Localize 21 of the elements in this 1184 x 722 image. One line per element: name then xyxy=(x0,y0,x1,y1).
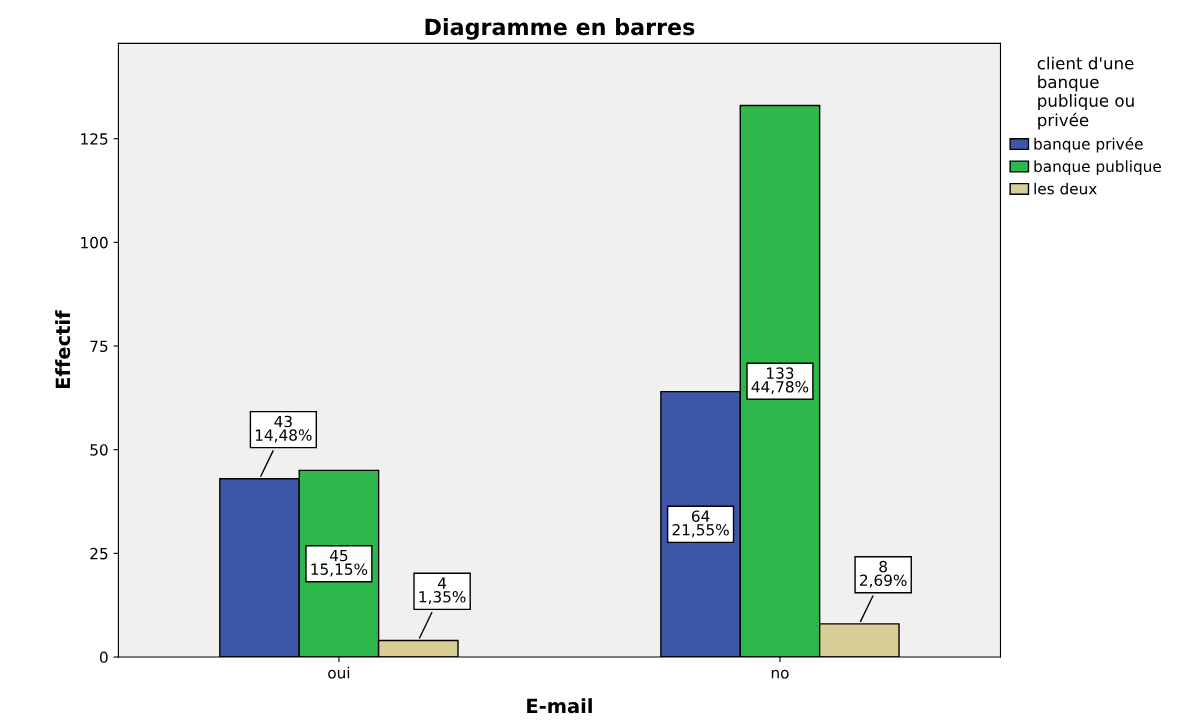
legend-label: les deux xyxy=(1034,182,1097,195)
data-label: 8 2,69% xyxy=(860,560,907,588)
data-label: 64 21,55% xyxy=(672,510,729,538)
data-label: 4 1,35% xyxy=(419,577,466,605)
y-tick-label: 100 xyxy=(81,236,108,249)
x-tick-label: no xyxy=(771,669,789,679)
data-label: 43 14,48% xyxy=(255,415,312,443)
y-tick-label: 25 xyxy=(90,547,108,560)
chart-title: Diagramme en barres xyxy=(425,18,695,40)
y-tick-label: 75 xyxy=(90,340,108,353)
y-tick-label: 0 xyxy=(99,651,108,664)
legend-label: banque privée xyxy=(1034,137,1143,153)
y-tick-label: 50 xyxy=(90,444,108,456)
legend-label: banque publique xyxy=(1034,160,1161,176)
x-axis-title: E-mail xyxy=(527,698,592,714)
y-axis-title: Effectif xyxy=(55,310,71,389)
data-label: 133 44,78% xyxy=(751,367,809,395)
legend-title: client d'une banque publique ou privée xyxy=(1037,56,1134,130)
x-tick-label: oui xyxy=(328,666,350,679)
y-tick-label: 125 xyxy=(81,133,108,145)
data-label: 45 15,15% xyxy=(311,549,368,577)
